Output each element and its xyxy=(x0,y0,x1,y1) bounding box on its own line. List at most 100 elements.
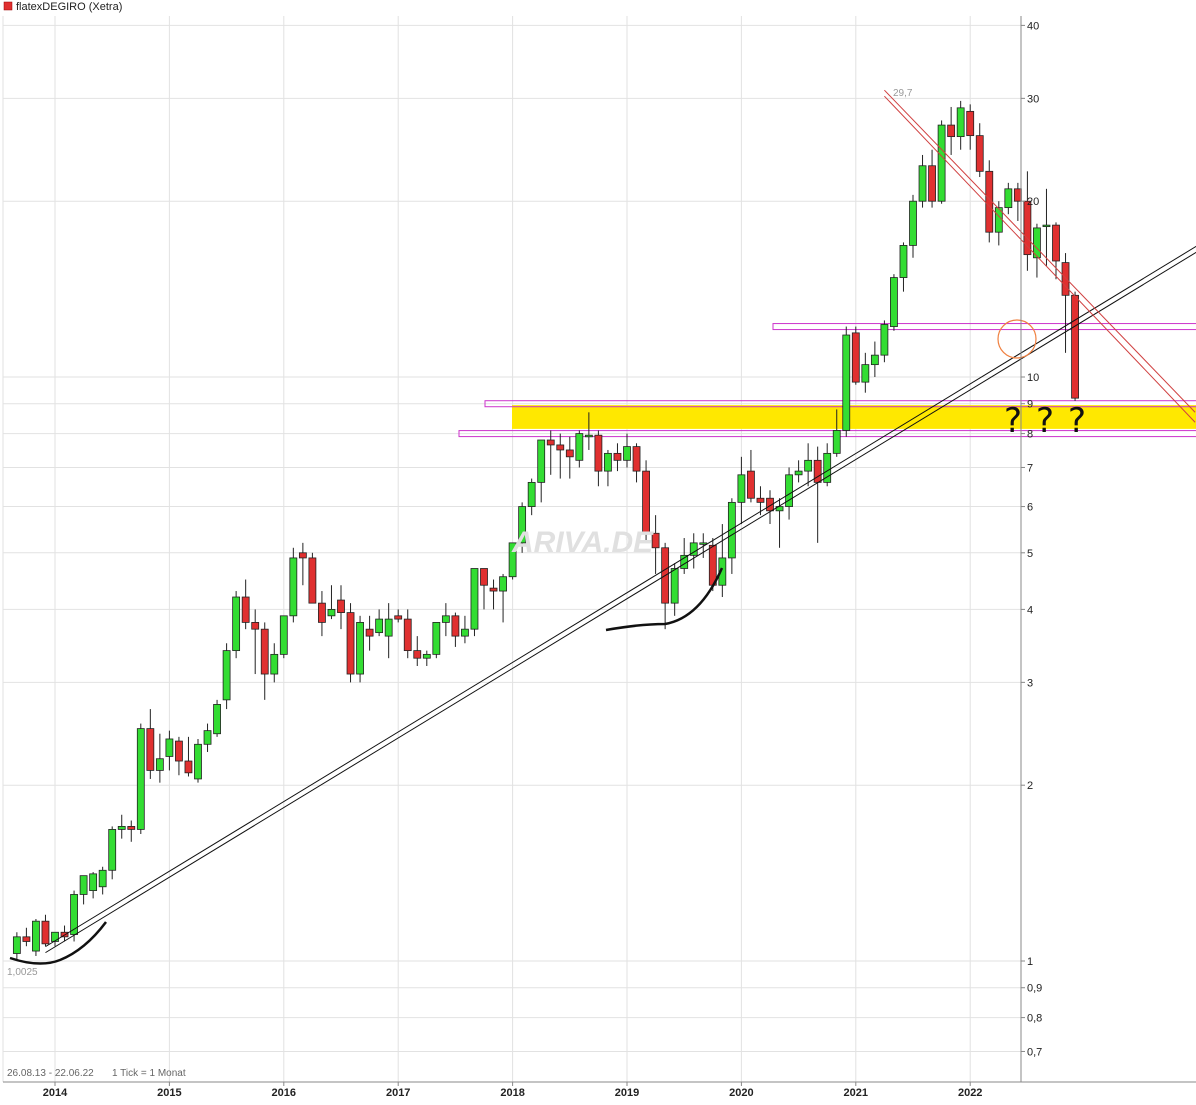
candle xyxy=(422,650,431,666)
legend-swatch xyxy=(3,1,13,11)
candle xyxy=(651,515,660,574)
y-tick-label: 40 xyxy=(1027,20,1039,32)
candle-body xyxy=(127,826,136,830)
y-tick-label: 0,9 xyxy=(1027,983,1042,995)
candle xyxy=(175,736,183,776)
candle-body xyxy=(403,618,412,652)
candle-body xyxy=(823,452,832,483)
candle-body xyxy=(270,653,279,675)
support-trendline xyxy=(45,245,1196,948)
candle-body xyxy=(651,532,660,549)
candle xyxy=(804,443,813,487)
candle-body xyxy=(499,576,507,592)
candle-body xyxy=(461,628,469,637)
y-tick-label: 30 xyxy=(1027,93,1039,105)
y-tick-label: 7 xyxy=(1027,462,1033,474)
candle-body xyxy=(289,557,298,617)
candle-body xyxy=(489,587,498,592)
x-tick-label: 2018 xyxy=(500,1087,524,1099)
candle-body xyxy=(794,470,803,476)
candle-body xyxy=(1023,200,1032,256)
candle-body xyxy=(909,200,917,246)
candle xyxy=(613,443,622,472)
candle xyxy=(766,490,774,525)
candle xyxy=(718,524,727,598)
candle xyxy=(499,573,507,623)
candle xyxy=(689,533,698,569)
y-tick-label: 20 xyxy=(1027,196,1039,208)
candle xyxy=(747,449,755,503)
highlight-circle xyxy=(997,319,1037,359)
candle-body xyxy=(365,628,374,637)
candle-body xyxy=(51,931,59,942)
candle-body xyxy=(327,608,336,617)
candle-body xyxy=(861,364,870,383)
support-trendline xyxy=(45,251,1196,954)
x-tick-label: 2022 xyxy=(958,1087,982,1099)
candle-body xyxy=(298,552,307,559)
candle-body xyxy=(194,743,202,780)
candle xyxy=(394,609,403,623)
candle xyxy=(937,120,946,204)
candle-body xyxy=(985,170,994,233)
candle xyxy=(89,872,98,899)
candle-body xyxy=(251,622,260,630)
candle xyxy=(70,890,78,942)
candle-body xyxy=(718,557,727,586)
x-tick-label: 2020 xyxy=(729,1087,753,1099)
candle-body xyxy=(1033,227,1041,259)
candle xyxy=(155,733,164,783)
question-mark: ? xyxy=(1004,401,1022,441)
candle xyxy=(375,609,384,637)
candle xyxy=(194,738,202,783)
candle xyxy=(241,579,250,630)
horizontal-level xyxy=(484,400,1196,408)
candle xyxy=(985,160,994,243)
candle-body xyxy=(175,740,183,762)
x-tick-label: 2019 xyxy=(615,1087,639,1099)
candle-body xyxy=(775,506,784,512)
candle xyxy=(251,609,260,675)
candle xyxy=(785,467,793,520)
candle xyxy=(260,622,269,700)
candle-body xyxy=(241,596,250,623)
candle xyxy=(461,615,469,644)
candle xyxy=(737,456,746,525)
candle-body xyxy=(232,596,241,652)
candle-body xyxy=(413,650,422,659)
candle-body xyxy=(1004,188,1013,209)
gridlines xyxy=(2,16,1021,1082)
candle-body xyxy=(318,602,326,623)
resistance-trendline xyxy=(884,89,1196,413)
candle-body xyxy=(766,497,774,512)
candle xyxy=(489,579,498,610)
candle-body xyxy=(928,165,936,202)
annotation-zones xyxy=(458,323,1196,438)
candle-body xyxy=(136,728,145,830)
candle-body xyxy=(375,618,384,634)
candle xyxy=(108,826,117,880)
candle xyxy=(756,486,765,516)
candle-body xyxy=(966,110,975,137)
candle xyxy=(79,875,88,905)
candle-body xyxy=(604,452,612,472)
candle xyxy=(670,563,679,616)
candle xyxy=(470,568,479,637)
candle-body xyxy=(956,107,965,138)
candle-body xyxy=(451,615,460,637)
candle xyxy=(851,326,860,385)
candle-body xyxy=(584,434,593,438)
candle xyxy=(632,443,641,483)
y-tick-label: 9 xyxy=(1027,399,1033,411)
candle xyxy=(508,542,517,580)
candle xyxy=(918,154,927,208)
candle xyxy=(623,433,631,468)
candle xyxy=(794,460,803,483)
date-range: 26.08.13 - 22.06.22 xyxy=(7,1068,94,1079)
candle xyxy=(413,636,422,666)
candle-body xyxy=(384,618,393,637)
candle-body xyxy=(260,628,269,675)
highlight-zone xyxy=(512,405,1196,429)
y-tick-label: 8 xyxy=(1027,429,1033,441)
